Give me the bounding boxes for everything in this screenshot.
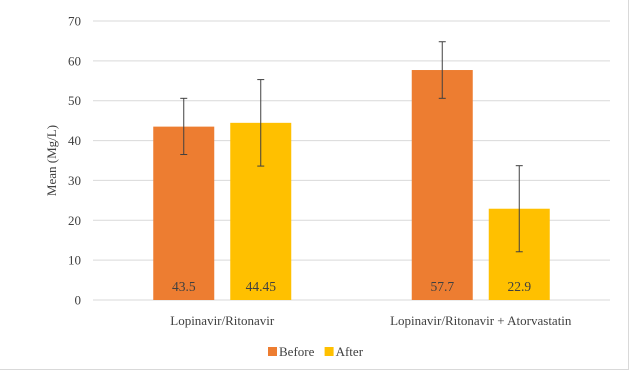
gridlines — [93, 20, 610, 301]
x-category-label: Lopinavir/Ritonavir + Atorvastatin — [390, 313, 572, 328]
y-tick-label: 0 — [75, 293, 82, 308]
data-labels: 43.5 44.45 57.7 22.9 — [172, 279, 531, 294]
y-tick-label: 30 — [68, 173, 81, 188]
legend: Before After — [268, 344, 364, 359]
legend-label: Before — [279, 344, 315, 359]
y-tick-label: 50 — [68, 93, 81, 108]
bars — [153, 70, 550, 301]
legend-swatch — [324, 347, 334, 356]
x-category-label: Lopinavir/Ritonavir — [170, 313, 275, 328]
y-tick-label: 70 — [68, 14, 81, 29]
data-label: 57.7 — [430, 279, 454, 294]
error-bars — [180, 41, 523, 253]
data-label: 44.45 — [246, 279, 277, 294]
y-axis-tick-labels: 0 10 20 30 40 50 60 70 — [68, 14, 81, 308]
y-tick-label: 40 — [68, 133, 81, 148]
data-label: 22.9 — [507, 279, 531, 294]
y-axis-title: Mean (Mg/L) — [44, 125, 59, 196]
y-tick-label: 20 — [68, 213, 81, 228]
legend-swatch — [268, 347, 277, 356]
y-tick-label: 10 — [68, 253, 81, 268]
bar — [411, 70, 473, 300]
y-tick-label: 60 — [68, 53, 81, 68]
bar — [153, 126, 215, 300]
x-axis-category-labels: Lopinavir/Ritonavir Lopinavir/Ritonavir +… — [170, 313, 572, 328]
data-label: 43.5 — [172, 279, 196, 294]
legend-label: After — [336, 344, 364, 359]
